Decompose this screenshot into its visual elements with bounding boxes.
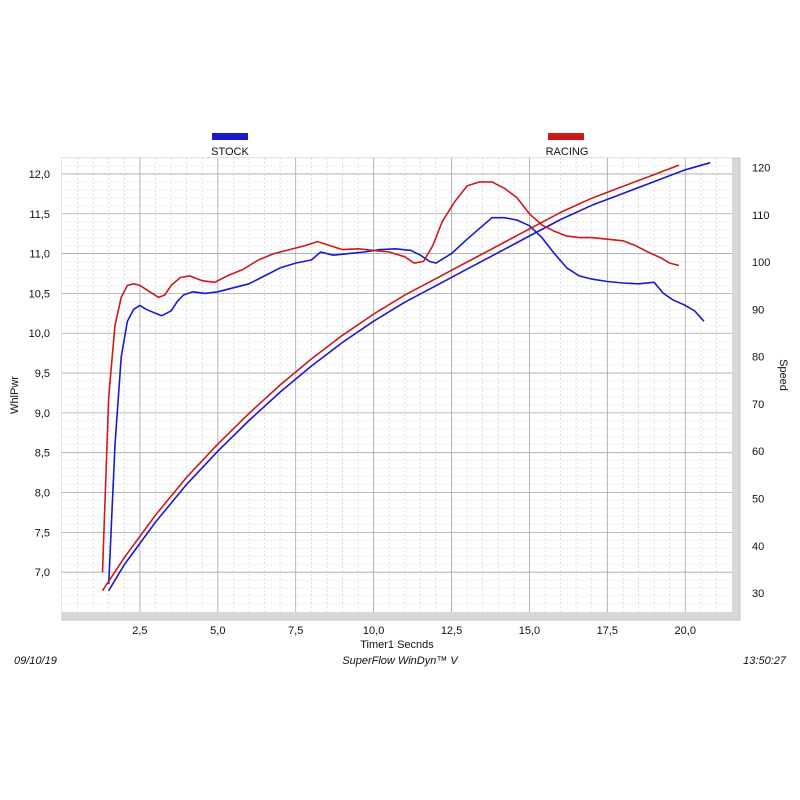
legend-swatch-racing bbox=[548, 133, 584, 140]
y-right-tick-label: 30 bbox=[752, 588, 764, 600]
axes: 2,5 5,0 7,5 10,0 12,5 15,0 17,5 20,0 7,0 7,5 8,0 8,… bbox=[29, 162, 771, 637]
footer-time: 13:50:27 bbox=[743, 655, 786, 667]
y-left-tick-label: 8,5 bbox=[35, 448, 50, 460]
y-left-tick-label: 12,0 bbox=[29, 169, 50, 181]
x-tick-label: 10,0 bbox=[363, 625, 384, 637]
y-right-tick-label: 120 bbox=[752, 162, 770, 174]
y-left-tick-label: 9,5 bbox=[35, 368, 50, 380]
y-left-tick-label: 10,0 bbox=[29, 328, 50, 340]
legend-label-stock: STOCK bbox=[211, 146, 249, 158]
legend-label-racing: RACING bbox=[546, 146, 589, 158]
plot-area bbox=[62, 158, 732, 612]
y-left-tick-label: 7,5 bbox=[35, 527, 50, 539]
y-right-tick-label: 90 bbox=[752, 304, 764, 316]
y-left-tick-label: 11,0 bbox=[29, 249, 50, 261]
y-right-tick-label: 100 bbox=[752, 257, 770, 269]
x-tick-label: 2,5 bbox=[132, 625, 147, 637]
footer-date: 09/10/19 bbox=[14, 655, 57, 667]
footer-software: SuperFlow WinDyn™ V bbox=[342, 655, 458, 667]
y-right-tick-label: 40 bbox=[752, 541, 764, 553]
series-lines bbox=[101, 161, 711, 592]
legend-swatch-stock bbox=[212, 133, 248, 140]
y-left-tick-label: 10,5 bbox=[29, 288, 50, 300]
stock-speed-line bbox=[108, 161, 711, 592]
y-left-tick-label: 7,0 bbox=[35, 567, 50, 579]
y-left-tick-label: 8,0 bbox=[35, 488, 50, 500]
y-axis-label-left: WhlPwr bbox=[9, 376, 21, 414]
x-tick-label: 17,5 bbox=[597, 625, 618, 637]
y-right-tick-label: 80 bbox=[752, 352, 764, 364]
stock-power-line bbox=[107, 216, 705, 585]
x-tick-label: 20,0 bbox=[675, 625, 696, 637]
x-axis-label: Timer1 Secnds bbox=[360, 639, 434, 651]
y-right-tick-label: 60 bbox=[752, 446, 764, 458]
racing-speed-line bbox=[101, 164, 680, 592]
x-tick-label: 12,5 bbox=[441, 625, 462, 637]
y-right-tick-label: 70 bbox=[752, 399, 764, 411]
x-tick-label: 5,0 bbox=[210, 625, 225, 637]
racing-power-line bbox=[101, 181, 680, 573]
y-right-tick-label: 50 bbox=[752, 494, 764, 506]
y-left-tick-label: 11,5 bbox=[29, 209, 50, 221]
y-right-tick-label: 110 bbox=[752, 210, 770, 222]
x-tick-label: 7,5 bbox=[288, 625, 303, 637]
y-left-tick-label: 9,0 bbox=[35, 408, 50, 420]
legend: STOCK RACING bbox=[211, 133, 588, 158]
x-tick-label: 15,0 bbox=[519, 625, 540, 637]
y-axis-label-right: Speed bbox=[777, 359, 789, 391]
